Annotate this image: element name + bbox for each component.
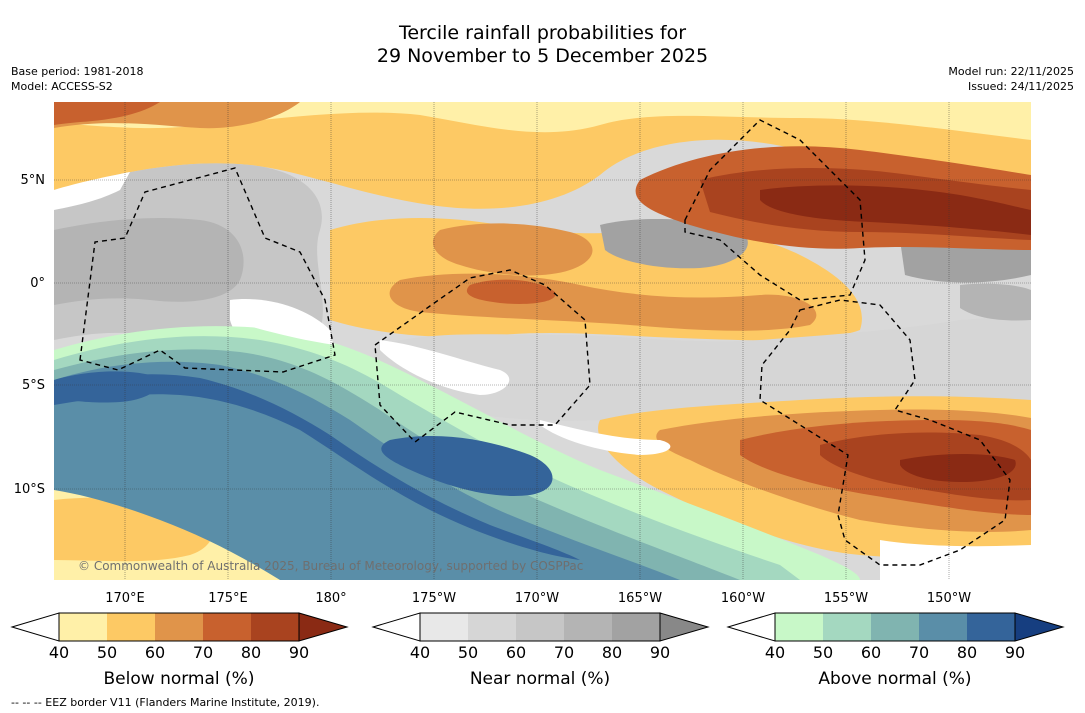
lon-label-170w: 170°W <box>515 591 559 606</box>
cb-below-tick: 60 <box>145 643 165 662</box>
rainfall-map <box>54 102 1031 580</box>
lat-label-10s: 10°S <box>14 482 45 497</box>
title-line-1: Tercile rainfall probabilities for <box>398 22 687 44</box>
colorbar-below-normal <box>10 612 349 642</box>
model-name: Model: ACCESS-S2 <box>11 80 113 93</box>
title-line-2: 29 November to 5 December 2025 <box>376 45 709 67</box>
cb-near-tick: 50 <box>458 643 478 662</box>
lon-label-155w: 155°W <box>824 591 868 606</box>
cb-above-seg-0 <box>775 613 823 641</box>
cb-above-tick: 60 <box>861 643 881 662</box>
issued-date: Issued: 24/11/2025 <box>967 80 1074 93</box>
cb-near-tick: 60 <box>506 643 526 662</box>
cb-above-tick: 90 <box>1005 643 1025 662</box>
cb-near-seg-4 <box>612 613 660 641</box>
cb-above-tick: 40 <box>765 643 785 662</box>
cb-near-tick: 90 <box>650 643 670 662</box>
cb-below-seg-1 <box>107 613 155 641</box>
cb-near-seg-1 <box>468 613 516 641</box>
cb-below-seg-2 <box>155 613 203 641</box>
cb-near-seg-0 <box>420 613 468 641</box>
cb-above-label: Above normal (%) <box>818 669 971 689</box>
lat-label-5s: 5°S <box>22 378 45 393</box>
eez-footnote: -- -- -- EEZ border V11 (Flanders Marine… <box>11 696 319 709</box>
lon-label-175e: 175°E <box>208 591 248 606</box>
cb-near-seg-3 <box>564 613 612 641</box>
cb-near-tick: 40 <box>410 643 430 662</box>
cb-near-label: Near normal (%) <box>470 669 610 689</box>
cb-below-label: Below normal (%) <box>104 669 255 689</box>
lon-label-175w: 175°W <box>412 591 456 606</box>
cb-near-seg-5 <box>660 613 708 641</box>
cb-below-tick: 50 <box>97 643 117 662</box>
cb-near-tick: 80 <box>602 643 622 662</box>
cb-above-tick: 50 <box>813 643 833 662</box>
lon-label-150w: 150°W <box>927 591 971 606</box>
model-run: Model run: 22/11/2025 <box>948 65 1074 78</box>
cb-above-seg-2 <box>871 613 919 641</box>
cb-near-tick: 70 <box>554 643 574 662</box>
lon-label-170e: 170°E <box>105 591 145 606</box>
cb-above-seg-1 <box>823 613 871 641</box>
colorbar-above-normal <box>726 612 1065 642</box>
cb-above-seg-5 <box>1015 613 1063 641</box>
cb-below-tick: 90 <box>289 643 309 662</box>
cb-below-seg-3 <box>203 613 251 641</box>
lat-label-5n: 5°N <box>21 173 46 188</box>
cb-below-tick: 40 <box>49 643 69 662</box>
lon-label-165w: 165°W <box>618 591 662 606</box>
cb-below-seg-5 <box>299 613 347 641</box>
copyright-text: © Commonwealth of Australia 2025, Bureau… <box>78 559 583 573</box>
cb-above-seg-3 <box>919 613 967 641</box>
lat-label-0: 0° <box>30 276 45 291</box>
colorbar-near-normal <box>371 612 710 642</box>
cb-below-tick: 70 <box>193 643 213 662</box>
cb-above-seg-4 <box>967 613 1015 641</box>
base-period: Base period: 1981-2018 <box>11 65 144 78</box>
cb-above-tick: 70 <box>909 643 929 662</box>
cb-below-seg-4 <box>251 613 299 641</box>
cb-below-tick: 80 <box>241 643 261 662</box>
lon-label-160w: 160°W <box>721 591 765 606</box>
lon-label-180: 180° <box>315 591 346 606</box>
cb-near-seg-2 <box>516 613 564 641</box>
eez-borders <box>79 119 1011 566</box>
cb-above-tick: 80 <box>957 643 977 662</box>
cb-below-seg-0 <box>59 613 107 641</box>
